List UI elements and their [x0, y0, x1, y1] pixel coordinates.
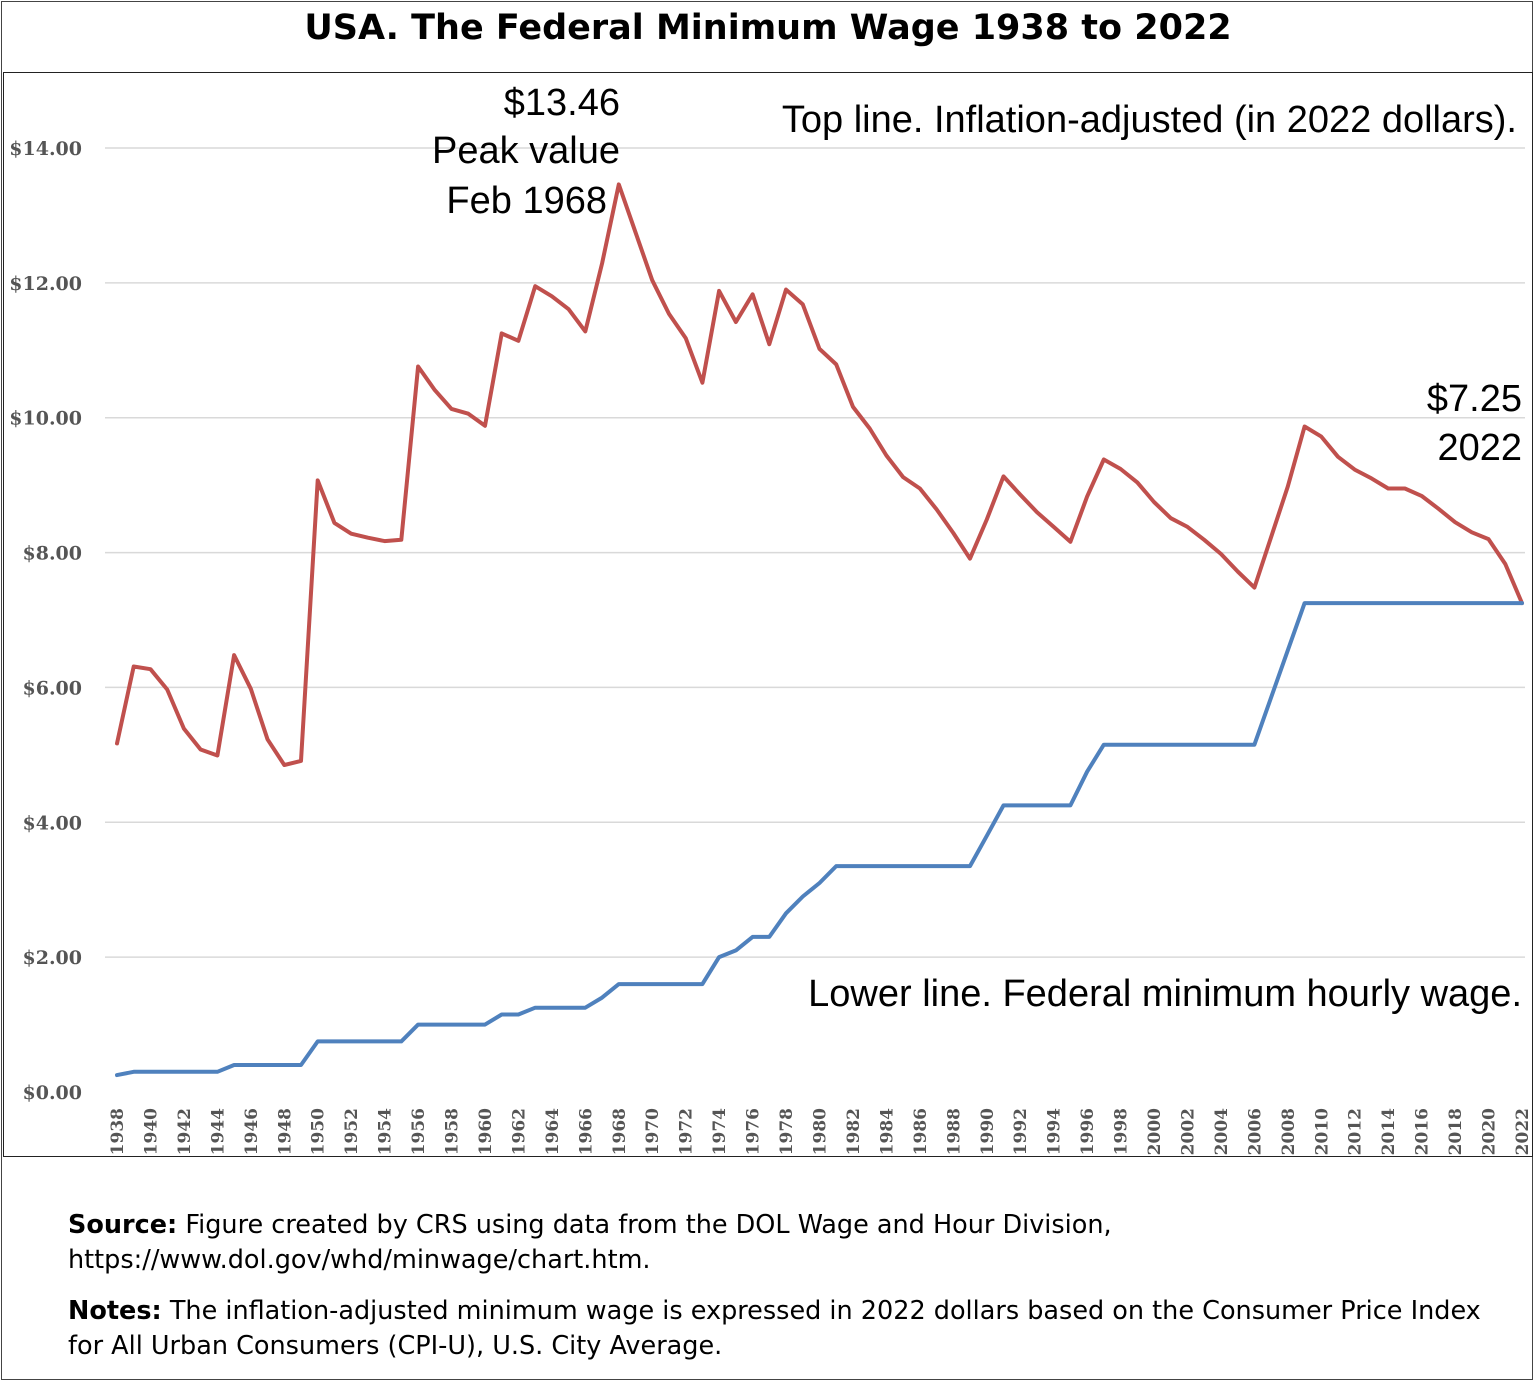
x-tick-label: 1966 — [576, 1108, 596, 1155]
x-tick-label: 2000 — [1145, 1108, 1165, 1155]
x-tick-label: 1940 — [141, 1108, 161, 1155]
nominal-series-line — [115, 601, 1524, 1078]
notes-label: Notes: — [68, 1296, 162, 1326]
notes-text: The inflation-adjusted minimum wage is e… — [68, 1296, 1481, 1361]
x-tick-label: 2010 — [1312, 1108, 1332, 1155]
x-tick-label: 1942 — [175, 1108, 195, 1155]
x-tick-label: 1978 — [777, 1108, 797, 1155]
x-tick-label: 1948 — [275, 1108, 295, 1155]
inflation-adjusted-series-line — [115, 182, 1524, 767]
x-tick-label: 1994 — [1045, 1108, 1065, 1155]
x-tick-label: 1972 — [677, 1108, 697, 1155]
x-tick-label: 2014 — [1379, 1108, 1399, 1155]
x-tick-label: 1984 — [877, 1108, 897, 1155]
x-tick-label: 1954 — [376, 1108, 396, 1155]
x-tick-label: 2012 — [1346, 1108, 1366, 1155]
x-tick-label: 1990 — [978, 1108, 998, 1155]
x-tick-label: 1958 — [443, 1108, 463, 1155]
x-tick-label: 2016 — [1413, 1108, 1433, 1155]
chart-title: USA. The Federal Minimum Wage 1938 to 20… — [304, 8, 1232, 48]
x-tick-label: 1944 — [208, 1108, 228, 1155]
x-axis-ticks: 1938 1940 1942 1944 1946 1948 1950 1952 1954 1956… — [108, 1108, 1533, 1155]
x-tick-label: 2018 — [1446, 1108, 1466, 1155]
x-tick-label: 2006 — [1245, 1108, 1265, 1155]
x-tick-label: 1970 — [643, 1108, 663, 1155]
x-tick-label: 1952 — [342, 1108, 362, 1155]
series-lines — [115, 182, 1524, 1078]
x-tick-label: 1950 — [309, 1108, 329, 1155]
top-line-annotation: Top line. Inflation-adjusted (in 2022 do… — [782, 99, 1517, 141]
x-tick-label: 1938 — [108, 1108, 128, 1155]
x-tick-label: 1996 — [1078, 1108, 1098, 1155]
chart-svg: $0.00 $2.00 $4.00 $6.00 $8.00 $10.00 $12.00 $14… — [9, 82, 1533, 1155]
x-tick-label: 1982 — [844, 1108, 864, 1155]
x-tick-label: 1986 — [911, 1108, 931, 1155]
x-tick-label: 1960 — [476, 1108, 496, 1155]
y-tick-label: $2.00 — [23, 947, 83, 969]
y-tick-label: $10.00 — [9, 408, 82, 430]
x-tick-label: 1976 — [744, 1108, 764, 1155]
y-tick-label: $12.00 — [9, 273, 82, 295]
x-tick-label: 1968 — [610, 1108, 630, 1155]
y-tick-label: $0.00 — [23, 1082, 83, 1104]
x-tick-label: 1962 — [509, 1108, 529, 1155]
x-tick-label: 2008 — [1279, 1108, 1299, 1155]
x-tick-label: 2002 — [1178, 1108, 1198, 1155]
plot-area-border — [3, 72, 1533, 1157]
peak-label-annotation: Peak value — [432, 130, 620, 172]
gridlines — [105, 147, 1525, 958]
source-text: Figure created by CRS using data from th… — [68, 1210, 1112, 1275]
y-tick-label: $6.00 — [23, 677, 83, 699]
x-tick-label: 1980 — [811, 1108, 831, 1155]
y-axis-ticks: $0.00 $2.00 $4.00 $6.00 $8.00 $10.00 $12.00 $14… — [9, 138, 82, 1104]
x-tick-label: 1992 — [1011, 1108, 1031, 1155]
x-tick-label: 1964 — [543, 1108, 563, 1155]
x-tick-label: 1988 — [944, 1108, 964, 1155]
x-tick-label: 1974 — [710, 1108, 730, 1155]
source-note: Source: Figure created by CRS using data… — [68, 1208, 1508, 1278]
notes-note: Notes: The inflation-adjusted minimum wa… — [68, 1294, 1508, 1364]
y-tick-label: $8.00 — [23, 543, 83, 565]
peak-date-annotation: Feb 1968 — [446, 180, 607, 222]
lower-line-annotation: Lower line. Federal minimum hourly wage. — [808, 973, 1522, 1015]
annotations: $13.46 Peak value Feb 1968 Top line. Inf… — [432, 82, 1522, 1015]
x-tick-label: 1998 — [1112, 1108, 1132, 1155]
x-tick-label: 2020 — [1480, 1108, 1500, 1155]
y-tick-label: $4.00 — [23, 812, 83, 834]
x-tick-label: 1946 — [242, 1108, 262, 1155]
y-tick-label: $14.00 — [9, 138, 82, 160]
end-year-annotation: 2022 — [1437, 427, 1522, 469]
x-tick-label: 1956 — [409, 1108, 429, 1155]
x-tick-label: 2004 — [1212, 1108, 1232, 1155]
x-tick-label: 2022 — [1513, 1108, 1533, 1155]
source-label: Source: — [68, 1210, 178, 1240]
peak-value-annotation: $13.46 — [504, 82, 620, 124]
end-value-annotation: $7.25 — [1427, 378, 1522, 420]
